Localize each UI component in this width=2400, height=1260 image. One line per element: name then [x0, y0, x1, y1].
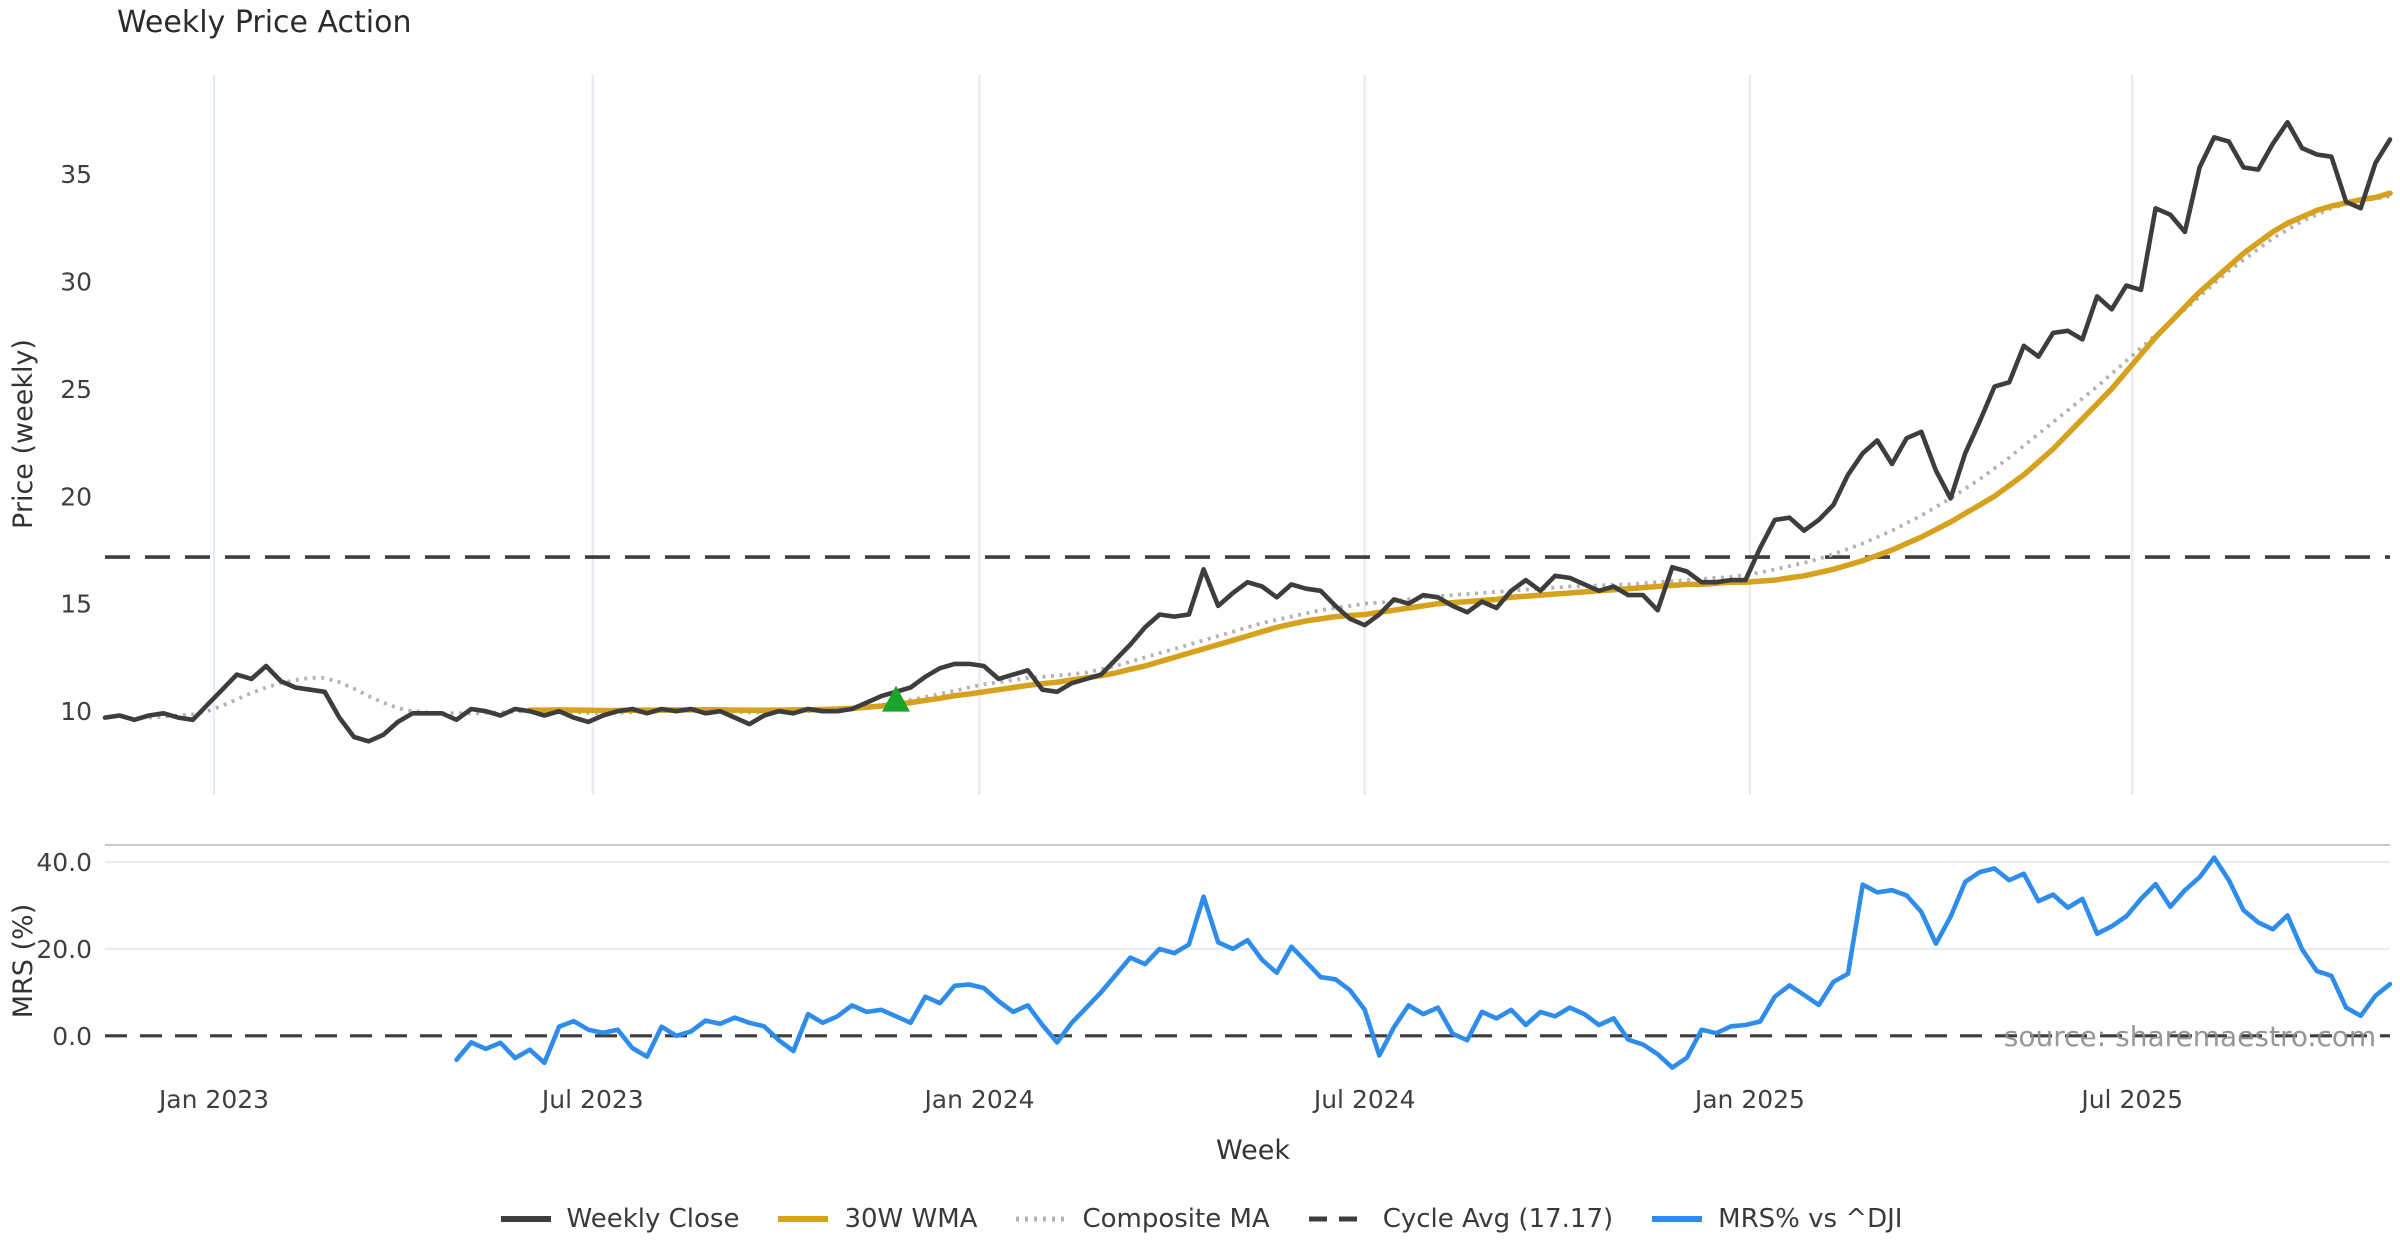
legend-label: MRS% vs ^DJI: [1718, 1204, 1903, 1234]
mrs-axis-label: MRS (%): [8, 904, 39, 1019]
price-ytick-15: 15: [60, 590, 92, 619]
legend-item-30w-wma: 30W WMA: [775, 1204, 977, 1234]
price-ytick-25: 25: [60, 375, 92, 404]
mrs-swatch-icon: [1652, 1216, 1703, 1222]
mrs-ytick-0.0: 0.0: [52, 1022, 92, 1051]
legend-item-weekly-close: Weekly Close: [498, 1204, 740, 1234]
buy-signal-marker-icon: [882, 685, 910, 712]
price-axis-label: Price (weekly): [8, 339, 39, 529]
price-ytick-35: 35: [60, 160, 92, 189]
price-ytick-30: 30: [60, 267, 92, 296]
legend-label: Weekly Close: [566, 1204, 740, 1234]
legend-item-cycle-avg: Cycle Avg (17.17): [1306, 1204, 1613, 1234]
wma-30w-line: [527, 190, 2393, 714]
legend-label: Composite MA: [1082, 1204, 1270, 1234]
mrs-ytick-40.0: 40.0: [36, 848, 92, 877]
wma-swatch-icon: [778, 1216, 829, 1222]
x-axis-label: Week: [1216, 1135, 1290, 1166]
xtick-Jan-2023: Jan 2023: [157, 1085, 269, 1114]
price-ytick-20: 20: [60, 482, 92, 511]
legend: Weekly Close 30W WMA Composite MA Cycle …: [0, 1204, 2400, 1234]
mrs-ytick-20.0: 20.0: [36, 935, 92, 964]
xtick-Jul-2023: Jul 2023: [540, 1085, 644, 1114]
legend-label: 30W WMA: [844, 1204, 978, 1234]
legend-label: Cycle Avg (17.17): [1382, 1204, 1614, 1234]
weekly-close-swatch-icon: [500, 1216, 551, 1222]
xtick-Jul-2024: Jul 2024: [1312, 1085, 1416, 1114]
xtick-Jan-2024: Jan 2024: [922, 1085, 1034, 1114]
weekly-close-line: [102, 120, 2393, 744]
plot-layers: 10 15 20 25 30 35 0.0 20.0 40.0 Jan 2023 Jul 2023 J…: [36, 75, 2393, 1114]
price-ytick-10: 10: [60, 697, 92, 726]
xtick-Jul-2025: Jul 2025: [2079, 1085, 2183, 1114]
source-watermark: source: sharemaestro.com: [2004, 1020, 2376, 1053]
legend-item-mrs: MRS% vs ^DJI: [1649, 1204, 1902, 1234]
xtick-Jan-2025: Jan 2025: [1693, 1085, 1805, 1114]
composite-ma-line: [148, 194, 2391, 720]
composite-ma-swatch-icon: [1016, 1216, 1067, 1222]
chart-title: Weekly Price Action: [117, 5, 412, 40]
mrs-line: [454, 855, 2393, 1070]
cycle-avg-swatch-icon: [1308, 1216, 1367, 1222]
legend-item-composite-ma: Composite MA: [1013, 1204, 1270, 1234]
